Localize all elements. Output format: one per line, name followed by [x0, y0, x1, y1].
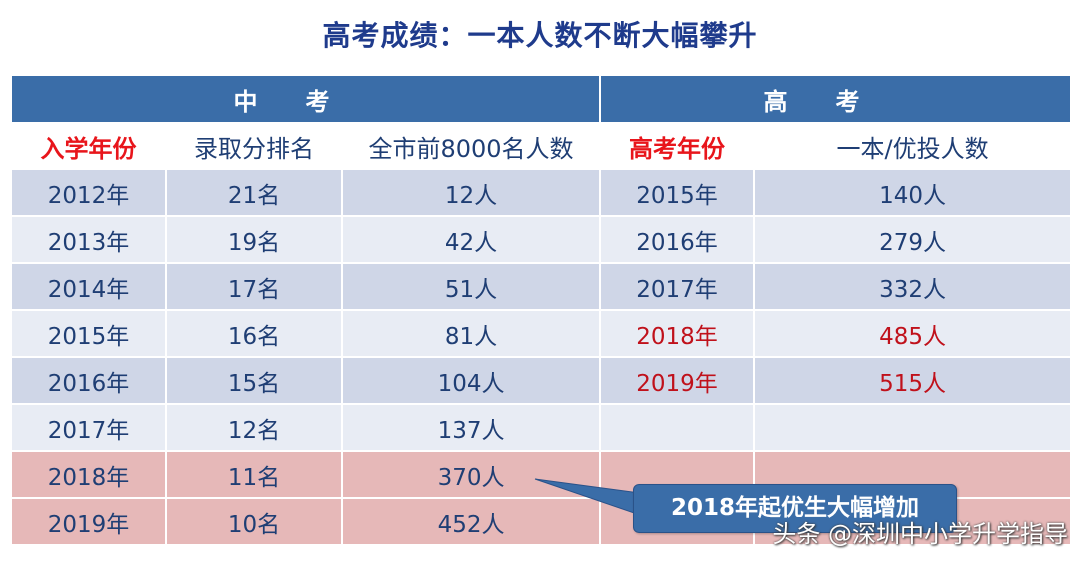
- cell: [599, 403, 756, 452]
- cell: 2015年: [10, 309, 167, 358]
- cell: 12名: [165, 403, 343, 452]
- cell: 2017年: [599, 262, 756, 311]
- cell: 12人: [340, 168, 602, 217]
- cell: 2014年: [10, 262, 167, 311]
- cell-highlight: 515人: [753, 356, 1073, 405]
- cell: 137人: [340, 403, 602, 452]
- table-row: 2012年 21名 12人 2015年 140人: [10, 168, 1073, 217]
- cell: 51人: [340, 262, 602, 311]
- col-header-gaokao-year: 高考年份: [599, 122, 756, 170]
- cell: 2016年: [599, 215, 756, 264]
- table-row: 2018年 11名 370人: [10, 450, 1073, 499]
- cell: 19名: [165, 215, 343, 264]
- table-row: 2016年 15名 104人 2019年 515人: [10, 356, 1073, 405]
- table-row: 2017年 12名 137人: [10, 403, 1073, 452]
- cell: 16名: [165, 309, 343, 358]
- cell: 2019年: [10, 497, 167, 546]
- group-header-row: 中考 高考: [9, 74, 1073, 124]
- group-gaokao: 高考: [599, 74, 1073, 124]
- cell: 11名: [165, 450, 343, 499]
- cell: 279人: [753, 215, 1073, 264]
- col-header-top8000: 全市前8000名人数: [340, 122, 602, 170]
- cell-highlight: 2018年: [599, 309, 756, 358]
- column-header-row: 入学年份 录取分排名 全市前8000名人数 高考年份 一本/优投人数: [10, 122, 1073, 170]
- cell: 42人: [340, 215, 602, 264]
- cell: 10名: [165, 497, 343, 546]
- cell: 140人: [753, 168, 1073, 217]
- cell: 2016年: [10, 356, 167, 405]
- cell: [753, 403, 1073, 452]
- watermark: 头条 @深圳中小学升学指导: [772, 520, 1068, 548]
- cell: 2017年: [10, 403, 167, 452]
- cell-highlight: 2019年: [599, 356, 756, 405]
- cell: 452人: [340, 497, 602, 546]
- col-header-rank: 录取分排名: [165, 122, 343, 170]
- cell: 332人: [753, 262, 1073, 311]
- table-row: 2013年 19名 42人 2016年 279人: [10, 215, 1073, 264]
- score-table: 中考 高考 入学年份 录取分排名 全市前8000名人数 高考年份 一本/优投人数…: [9, 74, 1073, 546]
- page-title: 高考成绩：一本人数不断大幅攀升: [322, 19, 758, 52]
- callout-note: 2018年起优生大幅增加: [633, 484, 957, 533]
- col-header-enroll-year: 入学年份: [10, 122, 167, 170]
- col-header-tier1: 一本/优投人数: [753, 122, 1073, 170]
- group-zhongkao: 中考: [9, 74, 602, 124]
- cell: 2018年: [10, 450, 167, 499]
- cell: 2015年: [599, 168, 756, 217]
- cell: 21名: [165, 168, 343, 217]
- cell: 17名: [165, 262, 343, 311]
- cell: 2013年: [10, 215, 167, 264]
- cell-highlight: 485人: [753, 309, 1073, 358]
- cell: 15名: [165, 356, 343, 405]
- cell: 370人: [340, 450, 602, 499]
- cell: 2012年: [10, 168, 167, 217]
- table-row: 2014年 17名 51人 2017年 332人: [10, 262, 1073, 311]
- cell: 81人: [340, 309, 602, 358]
- cell: 104人: [340, 356, 602, 405]
- table-row: 2015年 16名 81人 2018年 485人: [10, 309, 1073, 358]
